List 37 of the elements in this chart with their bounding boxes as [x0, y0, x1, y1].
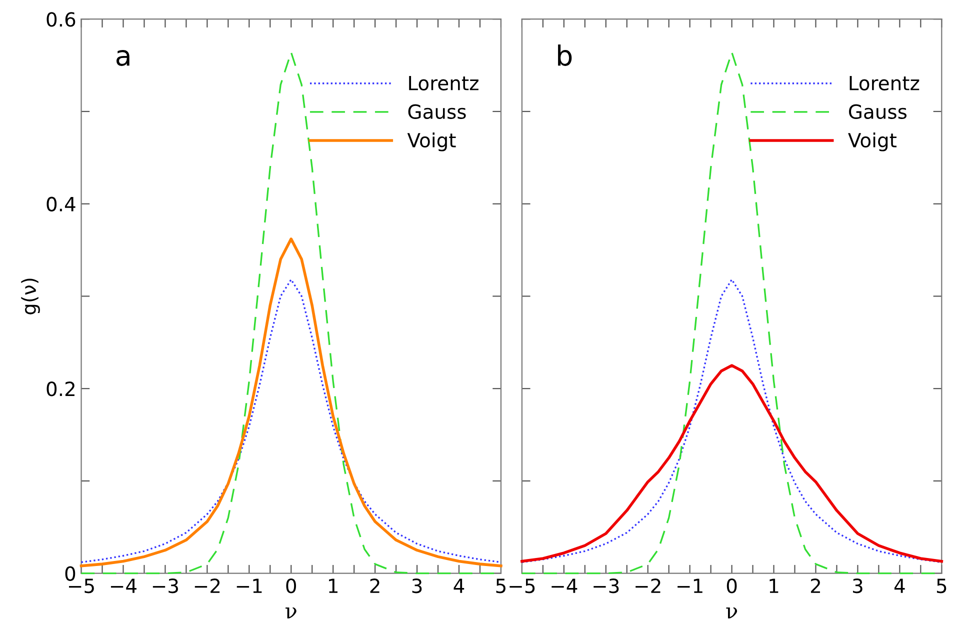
legend-label: Voigt [848, 132, 896, 152]
x-tick-label: 3 [412, 578, 422, 594]
y-axis-title: g(ν) [21, 278, 40, 314]
legend-label: Lorentz [409, 76, 478, 90]
x-tick-label: −4 [110, 578, 136, 593]
x-tick-label: −2 [194, 578, 220, 593]
legend-label: Lorentz [850, 76, 920, 90]
x-tick-label: −1 [236, 578, 262, 593]
x-tick-label: 1 [770, 578, 778, 593]
x-tick-label: −3 [152, 578, 178, 594]
y-tick-label: 0 [65, 566, 76, 581]
x-tick-label: 4 [894, 578, 905, 593]
x-tick-label: 5 [496, 578, 506, 594]
x-tick-label: 5 [936, 578, 946, 594]
annotation: a [116, 50, 130, 66]
x-tick-label: −5 [68, 578, 94, 594]
x-tick-label: −4 [552, 578, 578, 593]
legend-label: Gauss [408, 104, 466, 119]
x-tick-label: 3 [853, 578, 862, 594]
y-tick-label: 0.6 [46, 12, 76, 27]
x-tick-label: 4 [454, 578, 464, 593]
legend-label: Voigt [407, 132, 456, 152]
y-tick-label: 0.2 [46, 382, 74, 396]
annotation: b [558, 44, 572, 66]
x-tick-label: 2 [370, 578, 380, 593]
x-axis-title: ν [286, 608, 296, 618]
x-tick-label: 0 [286, 578, 296, 594]
x-tick-label: 0 [726, 578, 737, 594]
y-tick-label: 0.4 [46, 196, 76, 212]
x-tick-label: 1 [329, 578, 338, 593]
x-tick-label: 2 [810, 578, 820, 593]
x-tick-label: −2 [636, 578, 660, 593]
legend-label: Gauss [848, 104, 907, 119]
x-tick-label: −5 [510, 578, 535, 594]
x-axis-title: ν [726, 608, 738, 618]
x-tick-label: −1 [678, 578, 702, 593]
x-tick-label: −3 [594, 578, 619, 594]
